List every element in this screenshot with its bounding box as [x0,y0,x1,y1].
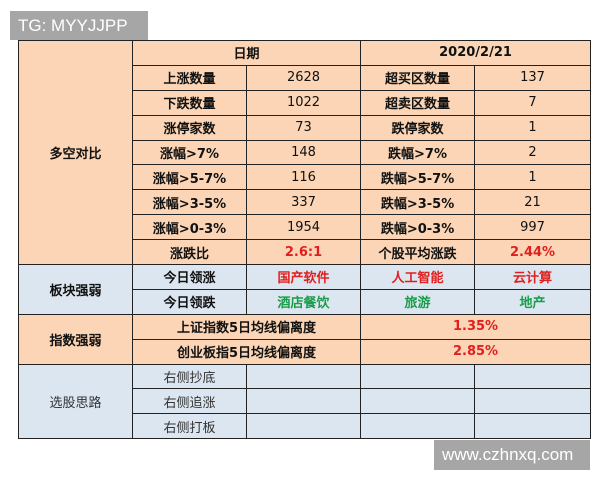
table-cell: 148 [245,139,362,166]
table-cell: 涨停家数 [132,114,247,141]
table-cell: 今日领跌 [132,288,247,315]
table-cell: 跌停家数 [360,114,476,141]
date-label: 日期 [131,40,362,66]
table-cell: 下跌数量 [132,89,247,116]
table-cell: 上证指数5日均线偏离度 [131,313,362,340]
table-cell: 73 [245,114,362,141]
table-cell: 1 [474,114,592,141]
table-cell: 右侧打板 [132,413,247,440]
table-cell: 1954 [245,214,362,241]
date-value: 2020/2/21 [360,40,592,66]
table-cell: 国产软件 [245,264,362,290]
table-cell: 21 [474,189,592,216]
table-row: 多空对比 日期 2020/2/21 [18,39,592,266]
table-cell: 2628 [245,64,362,91]
empty-cell [474,363,592,390]
table-cell: 116 [245,164,362,191]
table-cell: 个股平均涨跌 [360,239,476,266]
table-cell: 右侧追涨 [132,388,247,415]
empty-cell [474,388,592,415]
table-cell: 2.85% [360,338,592,365]
table-cell: 地产 [474,288,592,315]
table-cell: 涨幅>0-3% [132,214,247,241]
table-cell: 今日领涨 [132,264,247,290]
table-cell: 1 [474,164,592,191]
table-cell: 1.35% [360,313,592,340]
table-cell: 涨跌比 [132,239,247,266]
table-cell: 2.44% [474,239,592,266]
table-cell: 2 [474,139,592,166]
table-row: 指数强弱 上证指数5日均线偏离度 1.35% [18,313,592,365]
table-row: 选股思路 右侧抄底 [18,363,592,440]
table-cell: 超卖区数量 [360,89,476,116]
watermark-top: TG: MYYJJPP [10,11,148,40]
table-row: 涨幅>7% 148 跌幅>7% 2 [18,139,592,166]
empty-cell [245,413,362,440]
empty-cell [360,413,476,440]
empty-cell [360,388,476,415]
table-cell: 旅游 [360,288,476,315]
table-cell: 跌幅>0-3% [360,214,476,241]
market-summary-table: 多空对比 日期 2020/2/21 上涨数量 2628 超买区数量 137 下跌数量 1022 超… [18,39,592,440]
table-cell: 2.6:1 [245,239,362,266]
table-cell: 997 [474,214,592,241]
table-cell: 1022 [245,89,362,116]
table-cell: 云计算 [474,264,592,290]
table-cell: 跌幅>7% [360,139,476,166]
watermark-bottom: www.czhnxq.com [434,440,590,470]
table-cell: 酒店餐饮 [245,288,362,315]
table-row: 涨幅>0-3% 1954 跌幅>0-3% 997 [18,214,592,241]
table-cell: 涨幅>5-7% [132,164,247,191]
empty-cell [360,363,476,390]
section-label: 板块强弱 [18,264,133,315]
section-label: 指数强弱 [18,313,133,365]
table-cell: 右侧抄底 [132,363,247,390]
section-label: 选股思路 [18,363,133,440]
table-cell: 7 [474,89,592,116]
empty-cell [245,363,362,390]
table-cell: 涨幅>7% [132,139,247,166]
table-cell: 涨幅>3-5% [132,189,247,216]
section-label: 多空对比 [18,39,133,266]
table-cell: 上涨数量 [132,64,247,91]
empty-cell [245,388,362,415]
empty-cell [474,413,592,440]
table-cell: 跌幅>3-5% [360,189,476,216]
table-cell: 超买区数量 [360,64,476,91]
table-cell: 创业板指5日均线偏离度 [131,338,362,365]
table-cell: 337 [245,189,362,216]
table-row: 板块强弱 今日领涨 国产软件 人工智能 云计算 [18,264,592,315]
table-cell: 137 [474,64,592,91]
table-cell: 跌幅>5-7% [360,164,476,191]
table-cell: 人工智能 [360,264,476,290]
table-row: 上涨数量 2628 超买区数量 137 [18,64,592,91]
